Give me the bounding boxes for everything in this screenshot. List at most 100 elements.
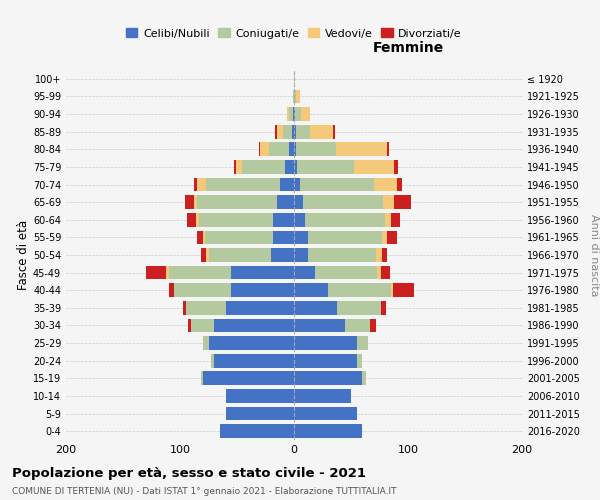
Bar xyxy=(269,142,289,156)
Bar xyxy=(274,230,294,244)
Bar xyxy=(236,160,242,174)
Bar xyxy=(232,266,294,280)
Bar xyxy=(362,372,366,385)
Bar xyxy=(308,230,382,244)
Bar xyxy=(232,284,294,297)
Bar xyxy=(394,160,398,174)
Bar xyxy=(211,354,214,368)
Bar xyxy=(280,178,294,192)
Bar xyxy=(294,301,337,314)
Bar xyxy=(294,160,298,174)
Bar xyxy=(294,424,362,438)
Bar xyxy=(294,142,296,156)
Bar xyxy=(169,284,174,297)
Bar xyxy=(242,160,285,174)
Bar xyxy=(294,266,314,280)
Bar xyxy=(185,196,194,209)
Bar xyxy=(294,284,328,297)
Bar xyxy=(388,230,397,244)
Bar xyxy=(294,230,308,244)
Bar xyxy=(296,90,300,104)
Bar xyxy=(169,266,232,280)
Bar xyxy=(294,389,351,403)
Bar xyxy=(346,318,370,332)
Bar xyxy=(186,301,226,314)
Bar xyxy=(382,248,388,262)
Bar xyxy=(376,248,382,262)
Bar xyxy=(174,284,232,297)
Bar xyxy=(298,160,355,174)
Bar xyxy=(233,160,236,174)
Bar xyxy=(289,142,294,156)
Bar xyxy=(391,284,393,297)
Bar xyxy=(294,354,356,368)
Bar xyxy=(303,196,383,209)
Bar xyxy=(336,142,388,156)
Bar xyxy=(294,336,356,350)
Bar xyxy=(226,301,294,314)
Legend: Celibi/Nubili, Coniugati/e, Vedovi/e, Divorziati/e: Celibi/Nubili, Coniugati/e, Vedovi/e, Di… xyxy=(122,24,466,43)
Bar xyxy=(197,230,203,244)
Bar xyxy=(209,336,294,350)
Bar xyxy=(271,248,294,262)
Bar xyxy=(188,318,191,332)
Bar xyxy=(194,196,197,209)
Bar xyxy=(200,248,206,262)
Text: COMUNE DI TERTENIA (NU) - Dati ISTAT 1° gennaio 2021 - Elaborazione TUTTITALIA.I: COMUNE DI TERTENIA (NU) - Dati ISTAT 1° … xyxy=(12,488,397,496)
Bar xyxy=(296,125,310,138)
Bar xyxy=(294,125,296,138)
Bar xyxy=(314,266,377,280)
Bar xyxy=(328,284,391,297)
Bar xyxy=(146,266,166,280)
Y-axis label: Fasce di età: Fasce di età xyxy=(17,220,30,290)
Bar xyxy=(293,107,294,121)
Bar xyxy=(287,107,289,121)
Bar xyxy=(308,248,376,262)
Bar xyxy=(214,354,294,368)
Bar xyxy=(220,424,294,438)
Bar xyxy=(355,160,394,174)
Bar xyxy=(206,248,209,262)
Bar xyxy=(203,372,294,385)
Bar xyxy=(196,213,199,226)
Bar xyxy=(209,248,271,262)
Bar xyxy=(226,389,294,403)
Bar xyxy=(370,318,376,332)
Bar xyxy=(294,248,308,262)
Bar xyxy=(191,318,214,332)
Bar xyxy=(294,406,356,420)
Bar xyxy=(199,213,274,226)
Bar xyxy=(285,160,294,174)
Bar xyxy=(277,125,283,138)
Bar xyxy=(214,318,294,332)
Bar xyxy=(205,230,274,244)
Bar xyxy=(391,213,400,226)
Bar xyxy=(200,372,203,385)
Bar xyxy=(301,107,310,121)
Bar xyxy=(294,372,362,385)
Bar xyxy=(397,178,403,192)
Bar xyxy=(305,213,385,226)
Bar xyxy=(184,301,186,314)
Bar xyxy=(300,178,374,192)
Bar xyxy=(274,213,294,226)
Bar xyxy=(277,196,294,209)
Bar xyxy=(385,213,391,226)
Bar xyxy=(206,178,280,192)
Bar xyxy=(295,107,301,121)
Bar xyxy=(293,90,294,104)
Bar xyxy=(259,142,260,156)
Bar xyxy=(296,142,336,156)
Bar xyxy=(283,125,292,138)
Bar xyxy=(197,196,277,209)
Bar xyxy=(310,125,333,138)
Bar xyxy=(294,72,295,86)
Bar xyxy=(166,266,169,280)
Bar xyxy=(289,107,293,121)
Bar xyxy=(374,178,397,192)
Bar xyxy=(382,230,388,244)
Bar xyxy=(226,406,294,420)
Bar xyxy=(294,107,295,121)
Bar xyxy=(394,196,412,209)
Bar xyxy=(380,266,390,280)
